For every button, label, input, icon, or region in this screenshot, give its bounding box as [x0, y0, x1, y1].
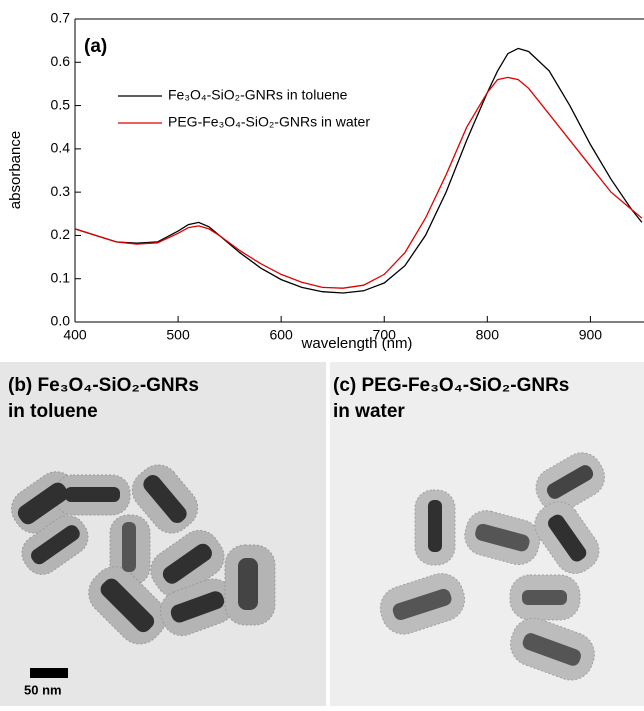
image-title: in water [333, 401, 405, 422]
scale-bar-label: 50 nm [24, 682, 62, 697]
y-tick-label: 0.1 [51, 269, 71, 285]
y-axis-label: absorbance [7, 131, 24, 209]
x-tick-label: 500 [166, 327, 190, 343]
legend-label: Fe₃O₄-SiO₂-GNRs in toluene [168, 87, 348, 103]
rods [17, 475, 258, 633]
image-title: (b) Fe₃O₄-SiO₂-GNRs [8, 375, 199, 396]
y-tick-label: 0.0 [51, 313, 71, 329]
rods [392, 465, 594, 666]
y-tick-label: 0.5 [51, 96, 71, 112]
y-tick-label: 0.6 [51, 53, 71, 69]
y-tick-label: 0.4 [51, 140, 71, 156]
tem-panel-b [0, 362, 326, 706]
tem-panel-c [330, 362, 644, 706]
line-series [74, 47, 643, 294]
x-tick-label: 400 [63, 327, 87, 343]
x-tick-label: 900 [579, 327, 603, 343]
image-title: in toluene [8, 401, 98, 422]
y-tick-label: 0.2 [51, 226, 71, 242]
x-tick-label: 800 [476, 327, 500, 343]
legend-label: PEG-Fe₃O₄-SiO₂-GNRs in water [168, 114, 370, 130]
scale-bar [30, 668, 68, 678]
line-series [74, 76, 643, 289]
x-axis-label: wavelength (nm) [301, 335, 413, 352]
y-tick-label: 0.3 [51, 183, 71, 199]
x-tick-label: 700 [373, 327, 397, 343]
image-title: (c) PEG-Fe₃O₄-SiO₂-GNRs [333, 375, 569, 396]
panel-label: (a) [84, 36, 107, 57]
x-tick-label: 600 [269, 327, 293, 343]
y-tick-label: 0.7 [51, 10, 71, 26]
